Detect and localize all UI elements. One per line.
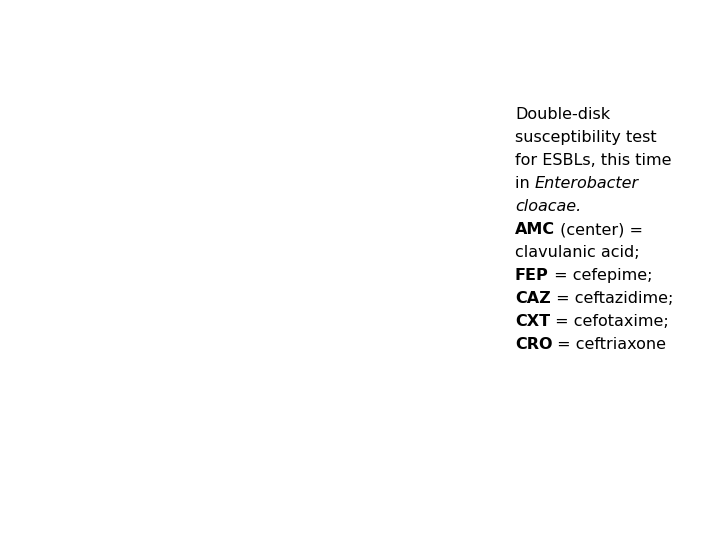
Text: CAZ: CAZ bbox=[515, 291, 551, 306]
Text: CXT: CXT bbox=[515, 314, 550, 329]
Text: AMC: AMC bbox=[515, 222, 555, 237]
Text: = cefotaxime;: = cefotaxime; bbox=[550, 314, 669, 329]
Text: FEP: FEP bbox=[515, 268, 549, 283]
Text: (center) =: (center) = bbox=[555, 222, 643, 237]
Text: = ceftriaxone: = ceftriaxone bbox=[552, 337, 667, 352]
Text: Enterobacter: Enterobacter bbox=[535, 176, 639, 191]
Text: in: in bbox=[515, 176, 535, 191]
Text: = cefepime;: = cefepime; bbox=[549, 268, 652, 283]
Text: for ESBLs, this time: for ESBLs, this time bbox=[515, 153, 672, 168]
Text: cloacae.: cloacae. bbox=[515, 199, 581, 214]
Text: = ceftazidime;: = ceftazidime; bbox=[551, 291, 673, 306]
Text: susceptibility test: susceptibility test bbox=[515, 130, 657, 145]
Text: clavulanic acid;: clavulanic acid; bbox=[515, 245, 639, 260]
Text: CRO: CRO bbox=[515, 337, 552, 352]
Text: Double-disk: Double-disk bbox=[515, 107, 610, 122]
